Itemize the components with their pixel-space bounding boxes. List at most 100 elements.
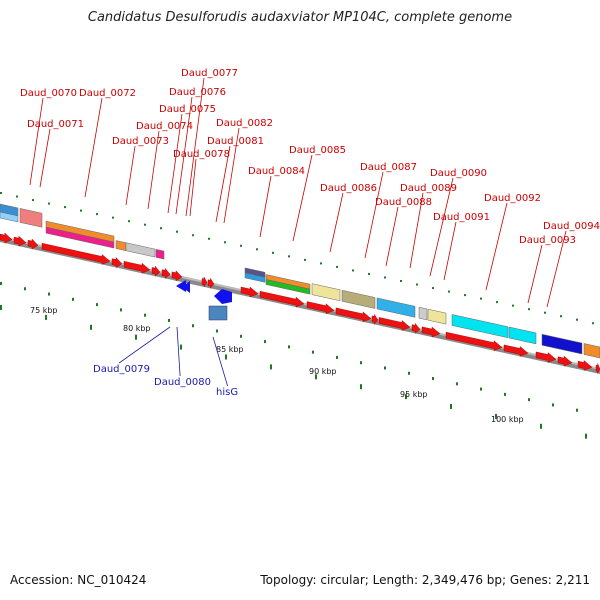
gene-label-daud_0073: Daud_0073 xyxy=(112,136,169,147)
scale-label-1: 80 kbp xyxy=(123,324,151,333)
guide-dot-bottom xyxy=(456,382,458,386)
guide-dot-top xyxy=(128,220,130,223)
scale-tick xyxy=(180,344,182,350)
scale-tick xyxy=(450,404,452,409)
forward-gene-arrow-24 xyxy=(595,363,600,374)
feature-block-4 xyxy=(45,226,115,249)
guide-dot-bottom xyxy=(264,340,266,344)
guide-dot-top xyxy=(544,311,546,314)
guide-dot-bottom xyxy=(216,329,218,333)
forward-gene-arrow-18 xyxy=(421,326,441,338)
leader-line-daud_0085 xyxy=(292,154,313,242)
leader-line-daud_0088 xyxy=(385,206,399,267)
gene-label-daud_0094: Daud_0094 xyxy=(543,221,600,232)
guide-dot-top xyxy=(96,213,98,216)
guide-dot-bottom xyxy=(192,324,194,328)
guide-dot-top xyxy=(80,209,82,212)
guide-dot-bottom xyxy=(360,361,362,365)
forward-gene-arrow-13 xyxy=(306,301,335,315)
gene-label-daud_0093: Daud_0093 xyxy=(519,235,576,246)
guide-dot-top xyxy=(288,255,290,258)
feature-block-14 xyxy=(376,297,416,318)
guide-dot-top xyxy=(576,318,578,321)
guide-dot-bottom xyxy=(384,366,386,370)
guide-dot-bottom xyxy=(48,292,50,296)
guide-dot-top xyxy=(336,265,338,268)
gene-label-daud_0084: Daud_0084 xyxy=(248,166,305,177)
leader-line-daud_0092 xyxy=(485,202,508,291)
feature-block-13 xyxy=(341,289,376,309)
guide-dot-top xyxy=(32,199,34,202)
scale-label-0: 75 kbp xyxy=(30,306,58,315)
guide-dot-top xyxy=(400,280,402,282)
feature-block-17 xyxy=(451,314,509,339)
guide-dot-top xyxy=(16,195,18,198)
scale-tick xyxy=(225,354,227,360)
feature-block-9 xyxy=(244,272,266,283)
guide-dot-top xyxy=(384,276,386,279)
feature-block-12 xyxy=(311,283,341,302)
map-title: Candidatus Desulforudis audaxviator MP10… xyxy=(87,10,513,25)
feature-block-5 xyxy=(115,240,127,252)
forward-gene-arrow-14 xyxy=(335,307,372,323)
leader-line-hisg xyxy=(212,336,228,387)
guide-dot-top xyxy=(528,308,530,311)
reverse-gene-arrow-daud0079 xyxy=(176,280,186,292)
scale-label-2: 85 kbp xyxy=(216,345,244,354)
guide-dot-bottom xyxy=(144,313,146,317)
feature-block-11 xyxy=(265,279,311,295)
forward-gene-arrow-8 xyxy=(171,270,183,282)
scale-tick xyxy=(405,394,407,400)
guide-dot-top xyxy=(368,272,370,275)
feature-block-1 xyxy=(0,211,19,223)
guide-dot-bottom xyxy=(408,371,410,375)
guide-dot-bottom xyxy=(288,345,290,349)
leader-line-daud_0070 xyxy=(29,97,44,186)
hisg-block xyxy=(208,305,228,321)
guide-dot-top xyxy=(512,304,514,307)
feature-block-19 xyxy=(541,333,583,355)
forward-gene-arrow-4 xyxy=(111,257,123,268)
leader-line-daud_0071 xyxy=(39,128,51,188)
forward-gene-arrow-2 xyxy=(27,238,39,250)
gene-label-daud_0076: Daud_0076 xyxy=(169,87,226,98)
guide-dot-bottom xyxy=(120,308,122,312)
guide-dot-bottom xyxy=(504,392,506,396)
leader-line-daud_0094 xyxy=(546,230,567,308)
leader-line-daud_0086 xyxy=(329,192,344,253)
forward-gene-arrow-9 xyxy=(201,276,208,288)
leader-line-daud_0078 xyxy=(189,158,197,217)
scale-tick xyxy=(315,374,317,380)
leader-line-daud_0087 xyxy=(364,171,384,259)
feature-block-16 xyxy=(427,308,447,325)
scale-tick xyxy=(585,433,587,439)
forward-gene-arrow-6 xyxy=(151,265,161,277)
guide-dot-top xyxy=(432,287,434,290)
guide-dot-top xyxy=(208,237,210,240)
gene-label-daud_0077: Daud_0077 xyxy=(181,68,238,79)
leader-line-daud_0079 xyxy=(118,326,171,364)
gene-label-daud_0082: Daud_0082 xyxy=(216,118,273,129)
gene-label-daud_0075: Daud_0075 xyxy=(159,104,216,115)
gene-label-daud_0080: Daud_0080 xyxy=(154,377,211,388)
feature-block-20 xyxy=(583,343,600,359)
guide-dot-top xyxy=(304,258,306,261)
feature-block-7 xyxy=(155,249,165,260)
guide-dot-top xyxy=(48,202,50,205)
leader-line-daud_0072 xyxy=(84,97,103,198)
gene-label-daud_0092: Daud_0092 xyxy=(484,193,541,204)
forward-gene-arrow-22 xyxy=(557,355,573,367)
leader-line-daud_0076 xyxy=(175,96,193,215)
forward-gene-arrow-7 xyxy=(161,267,171,279)
guide-dot-top xyxy=(352,269,354,272)
gene-label-daud_0087: Daud_0087 xyxy=(360,162,417,173)
leader-line-daud_0080 xyxy=(176,326,181,377)
guide-dot-top xyxy=(192,234,194,237)
forward-gene-arrow-10 xyxy=(207,277,215,289)
guide-dot-bottom xyxy=(336,355,338,359)
gene-label-daud_0074: Daud_0074 xyxy=(136,121,193,132)
leader-line-daud_0093 xyxy=(527,244,543,304)
gene-label-daud_0078: Daud_0078 xyxy=(173,149,230,160)
guide-dot-top xyxy=(416,283,418,286)
guide-dot-bottom xyxy=(240,334,242,338)
